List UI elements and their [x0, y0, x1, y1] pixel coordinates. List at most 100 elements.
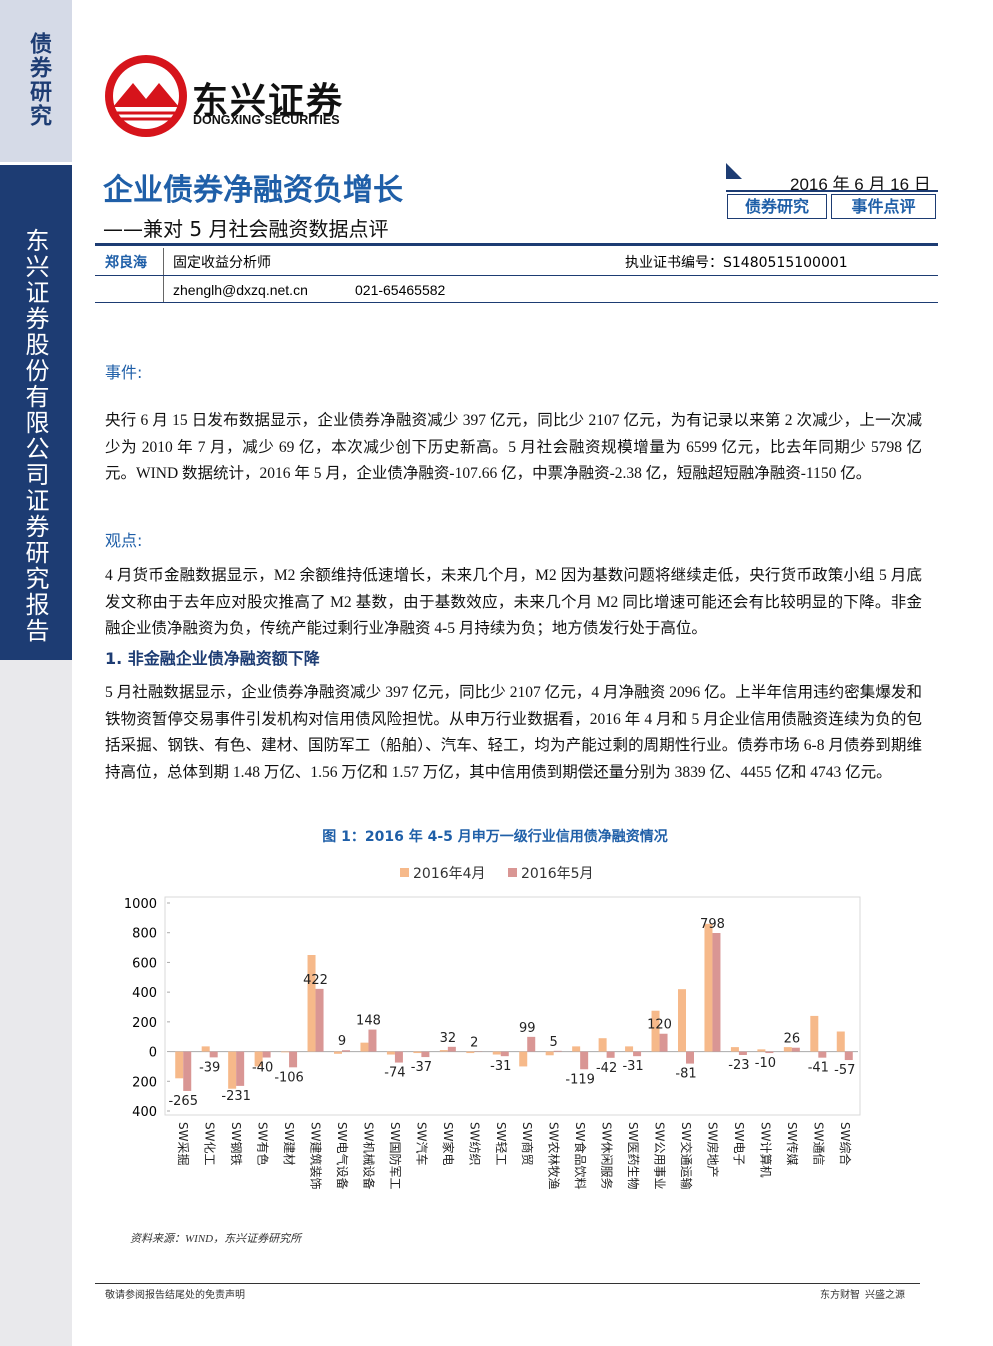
y-tick-label: 1000 [124, 897, 157, 912]
section-heading: 1. 非金融企业债净融资额下降 [105, 649, 320, 668]
data-label: 2 [470, 1035, 478, 1050]
bar [757, 1049, 766, 1052]
x-tick-label: SW建筑装饰 [309, 1122, 324, 1189]
bar [659, 1033, 668, 1052]
bar [334, 1051, 342, 1054]
date-rule [726, 190, 938, 192]
x-tick-label: SW商贸 [520, 1122, 535, 1165]
x-tick-label: SW通信 [811, 1122, 825, 1165]
y-tick-label: 800 [132, 927, 157, 942]
data-label: 32 [440, 1031, 457, 1046]
x-tick-label: SW轻工 [494, 1122, 508, 1165]
legend-swatch [508, 868, 517, 877]
header-rule [95, 243, 938, 246]
data-label: -39 [199, 1060, 220, 1075]
data-label: 26 [784, 1032, 801, 1047]
source: 资料来源：WIND，东兴证券研究所 [130, 1233, 302, 1245]
bar [625, 1046, 634, 1052]
data-label: 5 [550, 1035, 558, 1050]
bar [386, 1051, 395, 1055]
paragraph: 央行 6 月 15 日发布数据显示，企业债券净融资减少 397 亿元，同比少 2… [105, 412, 922, 482]
bar [791, 1047, 800, 1052]
y-tick-label: 0 [149, 1046, 157, 1061]
section-heading: 观点: [105, 531, 143, 550]
bar [447, 1046, 456, 1052]
bar [572, 1046, 581, 1052]
y-tick-label: 400 [132, 986, 157, 1001]
x-tick-label: SW电子 [732, 1122, 746, 1165]
subtitle: ——兼对 5 月社会融资数据点评 [103, 217, 389, 241]
bar [492, 1051, 501, 1055]
bar [633, 1051, 642, 1057]
data-label: -57 [834, 1063, 855, 1078]
bar [394, 1051, 403, 1063]
data-label: -41 [808, 1061, 829, 1076]
sidebar-bottom [0, 660, 72, 1346]
data-label: 798 [700, 917, 725, 932]
x-tick-label: SW建材 [282, 1122, 296, 1165]
bar [606, 1051, 615, 1058]
bar [236, 1051, 245, 1086]
bar [527, 1036, 536, 1052]
bar [783, 1047, 792, 1052]
x-tick-label: SW传媒 [785, 1122, 800, 1165]
bar [368, 1029, 377, 1052]
x-tick-label: SW钢铁 [229, 1122, 243, 1165]
legend-label: 2016年5月 [521, 866, 594, 882]
footer-right: 东方财智 兴盛之源 [820, 1290, 905, 1301]
date: 2016 年 6 月 16 日 [790, 175, 931, 194]
logo-mark [105, 55, 187, 137]
bar [421, 1051, 430, 1058]
bar [818, 1051, 827, 1058]
bar [281, 1051, 290, 1053]
x-tick-label: SW公用事业 [653, 1122, 667, 1189]
bar [651, 1010, 660, 1052]
bar [712, 933, 721, 1052]
sidebar-band [0, 165, 72, 660]
x-tick-label: SW化工 [203, 1122, 217, 1165]
y-tick-label: 400 [132, 1105, 157, 1120]
x-tick-label: SW计算机 [758, 1122, 773, 1177]
data-label: -106 [274, 1070, 304, 1085]
author-rule [95, 275, 938, 276]
footer-rule [95, 1283, 920, 1284]
sidebar-category: 债券研究 [26, 32, 51, 128]
bar [765, 1051, 774, 1054]
data-label: 99 [519, 1021, 536, 1036]
bar [500, 1051, 509, 1057]
bar [810, 1015, 819, 1052]
x-tick-label: SW综合 [838, 1122, 853, 1165]
y-tick-label: 200 [132, 1075, 157, 1090]
author-license: 执业证书编号：S1480515100001 [625, 255, 848, 271]
x-tick-label: SW国防军工 [388, 1122, 403, 1189]
paragraph: 5 月社融数据显示，企业债券净融资减少 397 亿元，同比少 2107 亿元，4… [105, 684, 922, 781]
sidebar-top [0, 0, 72, 162]
tag: 债券研究 [727, 194, 827, 219]
bar [844, 1051, 853, 1061]
x-tick-label: SW纺织 [467, 1122, 481, 1165]
data-label: 9 [338, 1034, 346, 1049]
bar [342, 1050, 350, 1052]
bar [738, 1051, 747, 1055]
bar [201, 1046, 210, 1052]
paragraph: 4 月货币金融数据显示，M2 余额维持低速增长，未来几个月，M2 因为基数问题将… [105, 567, 922, 637]
bar [307, 955, 316, 1052]
x-tick-label: SW农林牧渔 [547, 1122, 561, 1189]
bar [466, 1051, 475, 1054]
data-label: 422 [303, 973, 328, 988]
bar [836, 1031, 845, 1052]
x-tick-label: SW电气设备 [335, 1122, 350, 1189]
data-label: -37 [411, 1060, 432, 1075]
bar [413, 1051, 422, 1054]
date-marker [726, 163, 742, 179]
author-name: 郑良海 [105, 255, 147, 271]
bar [439, 1050, 448, 1052]
x-tick-label: SW有色 [256, 1122, 270, 1165]
bar [730, 1047, 739, 1052]
bar [262, 1051, 271, 1058]
bar [519, 1051, 528, 1067]
chart: 400 200 0 200 400 600 800 1000 2016年4月 2016年5月 -26… [124, 866, 861, 1189]
author-role: 固定收益分析师 [173, 255, 271, 271]
x-tick-label: SW汽车 [414, 1122, 429, 1165]
